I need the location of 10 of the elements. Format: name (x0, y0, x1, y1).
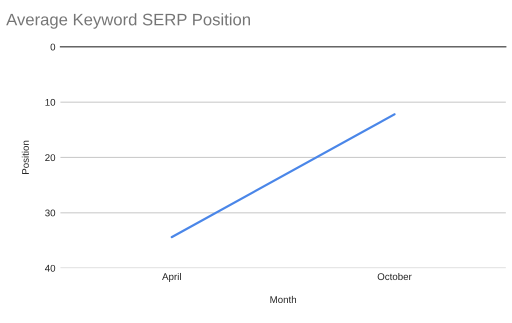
y-tick-label: 40 (44, 264, 56, 272)
y-tick-label: 20 (45, 154, 56, 162)
y-axis-title: Position (22, 140, 29, 174)
y-tick-label: 0 (50, 44, 56, 50)
x-tick-label: October (378, 272, 412, 280)
x-tick-label: April (162, 272, 181, 282)
y-tick-label: 10 (45, 98, 56, 106)
x-axis-title: Month (270, 296, 296, 304)
y-tick-label: 30 (45, 210, 56, 216)
chart-title: Average Keyword SERP Position (6, 13, 250, 29)
